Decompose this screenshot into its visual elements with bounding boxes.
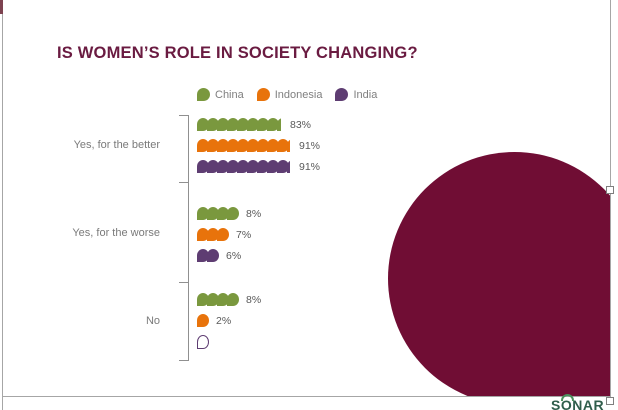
bracket-tick [179, 360, 188, 361]
value-label: 6% [226, 249, 242, 262]
legend-label: India [353, 88, 378, 101]
selection-handle-right[interactable] [606, 186, 614, 194]
bubble-icon [247, 160, 259, 173]
value-label: 2% [216, 314, 232, 327]
bubble-icon [197, 139, 209, 152]
value-label: 8% [246, 293, 262, 306]
category-label: Yes, for the better [73, 139, 160, 151]
bubble-icon [207, 207, 219, 220]
slide-border-bottom [2, 396, 611, 397]
bubble-icon [217, 139, 229, 152]
bubble-icon [207, 249, 219, 262]
bubble-icon [227, 293, 239, 306]
bubble-icon-partial [277, 118, 281, 131]
legend-item-china: China [197, 88, 244, 101]
pictogram-row-india: 6% [197, 249, 241, 262]
selection-handle-bottom-right[interactable] [606, 397, 614, 405]
bubble-icon [257, 160, 269, 173]
bubble-icon [227, 139, 239, 152]
bubble-icon [217, 293, 229, 306]
bubble-icon [217, 207, 229, 220]
bubble-icon [197, 293, 209, 306]
bracket-tick [179, 282, 188, 283]
legend-bubble-icon [256, 88, 270, 101]
legend-item-indonesia: Indonesia [256, 88, 323, 101]
bubble-icon [267, 160, 279, 173]
pictogram-row-indonesia: 91% [197, 139, 320, 152]
bubble-icon [237, 139, 249, 152]
bubble-icon-partial [287, 160, 290, 173]
bubble-outline-icon [197, 334, 209, 349]
callout-bubble[interactable]: Overall women believe their role in soci… [388, 152, 610, 396]
bubble-icon [257, 118, 269, 131]
sonar-logo-arc-icon [561, 394, 574, 401]
bubble-icon [207, 160, 219, 173]
pictogram-row-china: 83% [197, 118, 311, 131]
bubble-icon-partial [287, 139, 290, 152]
bracket-tick [179, 115, 188, 116]
value-label: 91% [299, 139, 321, 152]
value-label: 8% [246, 207, 262, 220]
pictogram-row-china: 8% [197, 207, 261, 220]
category-bracket-line [188, 115, 189, 361]
bubble-icon [257, 139, 269, 152]
legend-item-india: India [335, 88, 377, 101]
legend-bubble-icon [197, 88, 210, 101]
bubble-icon [197, 228, 209, 241]
category-label: Yes, for the worse [72, 227, 160, 239]
slide[interactable]: IS WOMEN’S ROLE IN SOCIETY CHANGING? Chi… [3, 0, 610, 396]
pictogram-row-india [197, 334, 209, 349]
bubble-icon [237, 160, 249, 173]
bubble-icon [237, 118, 249, 131]
bubble-icon [197, 118, 209, 131]
bubble-icon [197, 207, 209, 220]
value-label: 7% [236, 228, 252, 241]
bubble-icon [267, 118, 279, 131]
bubble-icon [197, 249, 209, 262]
bubble-icon [197, 314, 209, 327]
value-label: 83% [290, 118, 312, 131]
bubble-icon [247, 118, 259, 131]
bubble-icon [267, 139, 279, 152]
bubble-icon [197, 160, 209, 173]
bubble-icon [207, 293, 219, 306]
bubble-icon [217, 160, 229, 173]
legend-label: Indonesia [274, 88, 323, 101]
bubble-icon [217, 228, 229, 241]
slide-border-right [610, 0, 611, 397]
pane-accent-bar [0, 0, 3, 14]
bubble-icon [277, 139, 289, 152]
sonar-logo: SONAR [551, 397, 605, 410]
category-label: No [145, 315, 160, 327]
bubble-icon [247, 139, 259, 152]
value-label: 91% [299, 160, 321, 173]
pane-divider-line [2, 0, 3, 410]
bubble-icon [207, 228, 219, 241]
bubble-icon [207, 118, 219, 131]
bubble-icon [207, 139, 219, 152]
legend-label: China [215, 88, 244, 101]
bubble-icon [227, 160, 239, 173]
pictogram-row-indonesia: 2% [197, 314, 231, 327]
bubble-icon [217, 118, 229, 131]
bubble-icon [227, 118, 239, 131]
bubble-icon [227, 207, 239, 220]
pictogram-row-china: 8% [197, 293, 261, 306]
bubble-icon [277, 160, 289, 173]
pictogram-row-india: 91% [197, 160, 320, 173]
chart-legend[interactable]: China Indonesia India [197, 88, 377, 101]
bracket-tick [179, 182, 188, 183]
pictogram-row-indonesia: 7% [197, 228, 251, 241]
slide-title[interactable]: IS WOMEN’S ROLE IN SOCIETY CHANGING? [57, 44, 418, 62]
legend-bubble-icon [335, 88, 349, 101]
